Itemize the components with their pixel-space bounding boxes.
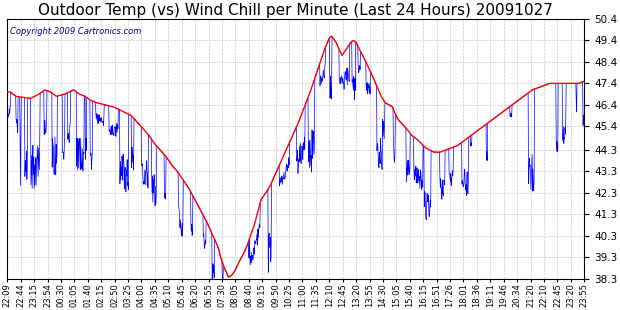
Title: Outdoor Temp (vs) Wind Chill per Minute (Last 24 Hours) 20091027: Outdoor Temp (vs) Wind Chill per Minute … [38,3,553,18]
Text: Copyright 2009 Cartronics.com: Copyright 2009 Cartronics.com [10,27,141,36]
